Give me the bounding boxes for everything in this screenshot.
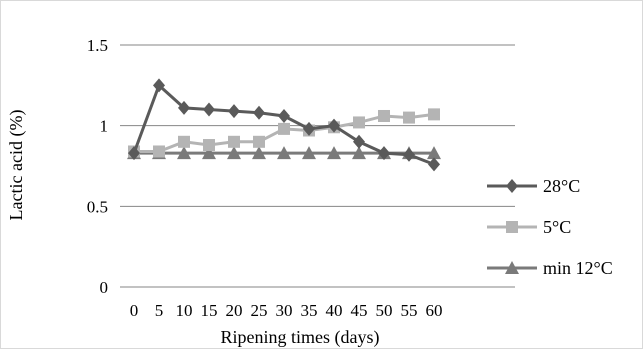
data-point <box>277 146 291 160</box>
data-point <box>227 146 241 160</box>
y-tick-label: 1 <box>100 117 109 136</box>
axes: 00.511.50 5 10 15 20 25 30 35 40 45 50 55 60 <box>87 36 443 320</box>
y-tick-label: 0.5 <box>87 197 108 216</box>
series-group <box>127 78 441 172</box>
data-point <box>203 102 215 117</box>
data-point <box>153 78 165 93</box>
data-point <box>328 118 340 133</box>
legend-label: 28°C <box>543 176 580 196</box>
data-point <box>178 100 190 115</box>
legend-label: min 12°C <box>543 258 613 278</box>
data-point <box>378 109 390 122</box>
data-point <box>228 104 240 119</box>
legend-item: 28°C <box>487 176 580 196</box>
x-tick-label: 55 <box>401 301 418 320</box>
x-tick-label: 10 <box>176 301 193 320</box>
data-point <box>403 147 415 162</box>
data-point <box>353 134 365 149</box>
y-axis-title: Lactic acid (%) <box>6 110 27 221</box>
data-point <box>378 146 390 161</box>
data-point <box>353 116 365 129</box>
x-tick-label: 20 <box>226 301 243 320</box>
x-tick-label: 5 <box>155 301 164 320</box>
data-point <box>327 146 341 160</box>
legend-marker <box>506 221 518 233</box>
x-tick-label: 25 <box>251 301 268 320</box>
data-point <box>302 146 316 160</box>
gridlines <box>120 44 515 288</box>
data-point <box>203 139 215 152</box>
data-point <box>253 135 265 148</box>
data-point <box>428 157 440 172</box>
y-tick-label: 0 <box>100 278 109 297</box>
legend-marker <box>505 261 519 274</box>
data-point <box>178 135 190 148</box>
data-point <box>177 146 191 160</box>
x-tick-label: 50 <box>376 301 393 320</box>
legend-item: 5°C <box>487 217 571 237</box>
data-point <box>427 146 441 160</box>
x-tick-label: 40 <box>326 301 343 320</box>
data-point <box>403 111 415 124</box>
x-tick-label: 0 <box>130 301 139 320</box>
x-tick-label: 60 <box>426 301 443 320</box>
data-point <box>428 108 440 121</box>
legend-label: 5°C <box>543 217 571 237</box>
x-axis-title: Ripening times (days) <box>221 327 380 348</box>
data-point <box>352 146 366 160</box>
x-tick-label: 35 <box>301 301 318 320</box>
data-point <box>153 145 165 158</box>
data-point <box>228 135 240 148</box>
legend-item: min 12°C <box>487 258 613 278</box>
data-point <box>128 146 140 161</box>
x-tick-label: 30 <box>276 301 293 320</box>
series-0 <box>128 78 440 172</box>
y-tick-label: 1.5 <box>87 36 108 55</box>
data-point <box>253 105 265 120</box>
data-point <box>252 146 266 160</box>
data-point <box>303 121 315 136</box>
data-point <box>278 108 290 123</box>
legend: 28°C 5°C min 12°C <box>487 176 613 278</box>
legend-marker <box>506 179 518 193</box>
x-tick-label: 15 <box>201 301 218 320</box>
data-point <box>202 146 216 160</box>
data-point <box>278 122 290 135</box>
x-tick-label: 45 <box>351 301 368 320</box>
